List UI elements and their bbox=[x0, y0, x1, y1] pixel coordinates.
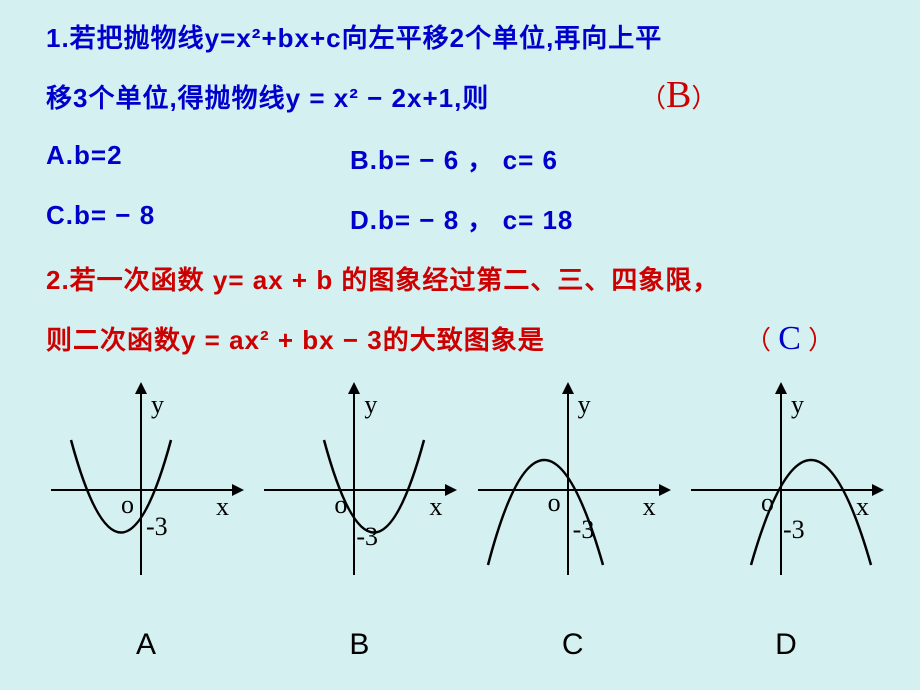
graph-d-o-label: o bbox=[761, 488, 774, 518]
graph-label-d: D bbox=[686, 628, 886, 662]
graph-c-svg bbox=[473, 380, 673, 580]
graph-d-minus3: -3 bbox=[783, 515, 805, 545]
graph-c-minus3: -3 bbox=[573, 515, 595, 545]
graph-b: y x o -3 bbox=[259, 380, 459, 580]
q1-answer: （B） bbox=[640, 73, 717, 117]
graph-d-y-label: y bbox=[791, 390, 804, 420]
q1-option-a: A.b=2 bbox=[46, 140, 123, 171]
graph-a: y x o -3 bbox=[46, 380, 246, 580]
graph-label-a: A bbox=[46, 628, 246, 662]
q1-option-c: C.b= − 8 bbox=[46, 200, 155, 231]
graph-b-minus3: -3 bbox=[356, 522, 378, 552]
graph-d: y x o -3 bbox=[686, 380, 886, 580]
graph-b-y-label: y bbox=[364, 390, 377, 420]
graph-b-o-label: o bbox=[334, 490, 347, 520]
graph-d-svg bbox=[686, 380, 886, 580]
graph-a-minus3: -3 bbox=[146, 512, 168, 542]
graph-a-x-label: x bbox=[216, 492, 229, 522]
q1-answer-letter: B bbox=[666, 74, 691, 116]
graph-label-c: C bbox=[473, 628, 673, 662]
graph-a-svg bbox=[46, 380, 246, 580]
q1-answer-close: ） bbox=[691, 83, 717, 113]
q1-line2: 移3个单位,得抛物线y = x² − 2x+1,则 bbox=[46, 78, 489, 115]
graph-c: y x o -3 bbox=[473, 380, 673, 580]
graph-a-y-label: y bbox=[151, 390, 164, 420]
graph-label-b: B bbox=[259, 628, 459, 662]
q1-option-b: B.b= − 6 ， c= 6 bbox=[350, 140, 558, 177]
q2-answer-letter: C bbox=[778, 320, 801, 357]
graph-b-x-label: x bbox=[429, 492, 442, 522]
graph-c-y-label: y bbox=[578, 390, 591, 420]
q1-answer-open: （ bbox=[640, 83, 666, 113]
graph-c-x-label: x bbox=[643, 492, 656, 522]
q2-answer-open: （ bbox=[745, 325, 778, 355]
graph-labels-row: A B C D bbox=[46, 628, 886, 662]
q2-line2: 则二次函数y = ax² + bx − 3的大致图象是 bbox=[46, 320, 545, 357]
q1-option-d: D.b= − 8 ， c= 18 bbox=[350, 200, 573, 237]
graphs-row: y x o -3 y x o -3 y x o -3 bbox=[46, 380, 886, 580]
graph-a-o-label: o bbox=[121, 490, 134, 520]
q2-answer: （ C ） bbox=[745, 320, 834, 358]
q2-line1: 2.若一次函数 y= ax + b 的图象经过第二、三、四象限， bbox=[46, 260, 719, 297]
graph-c-o-label: o bbox=[548, 488, 561, 518]
graph-d-x-label: x bbox=[856, 492, 869, 522]
q2-answer-close: ） bbox=[801, 325, 834, 355]
q1-line1: 1.若把抛物线y=x²+bx+c向左平移2个单位,再向上平 bbox=[46, 18, 662, 55]
